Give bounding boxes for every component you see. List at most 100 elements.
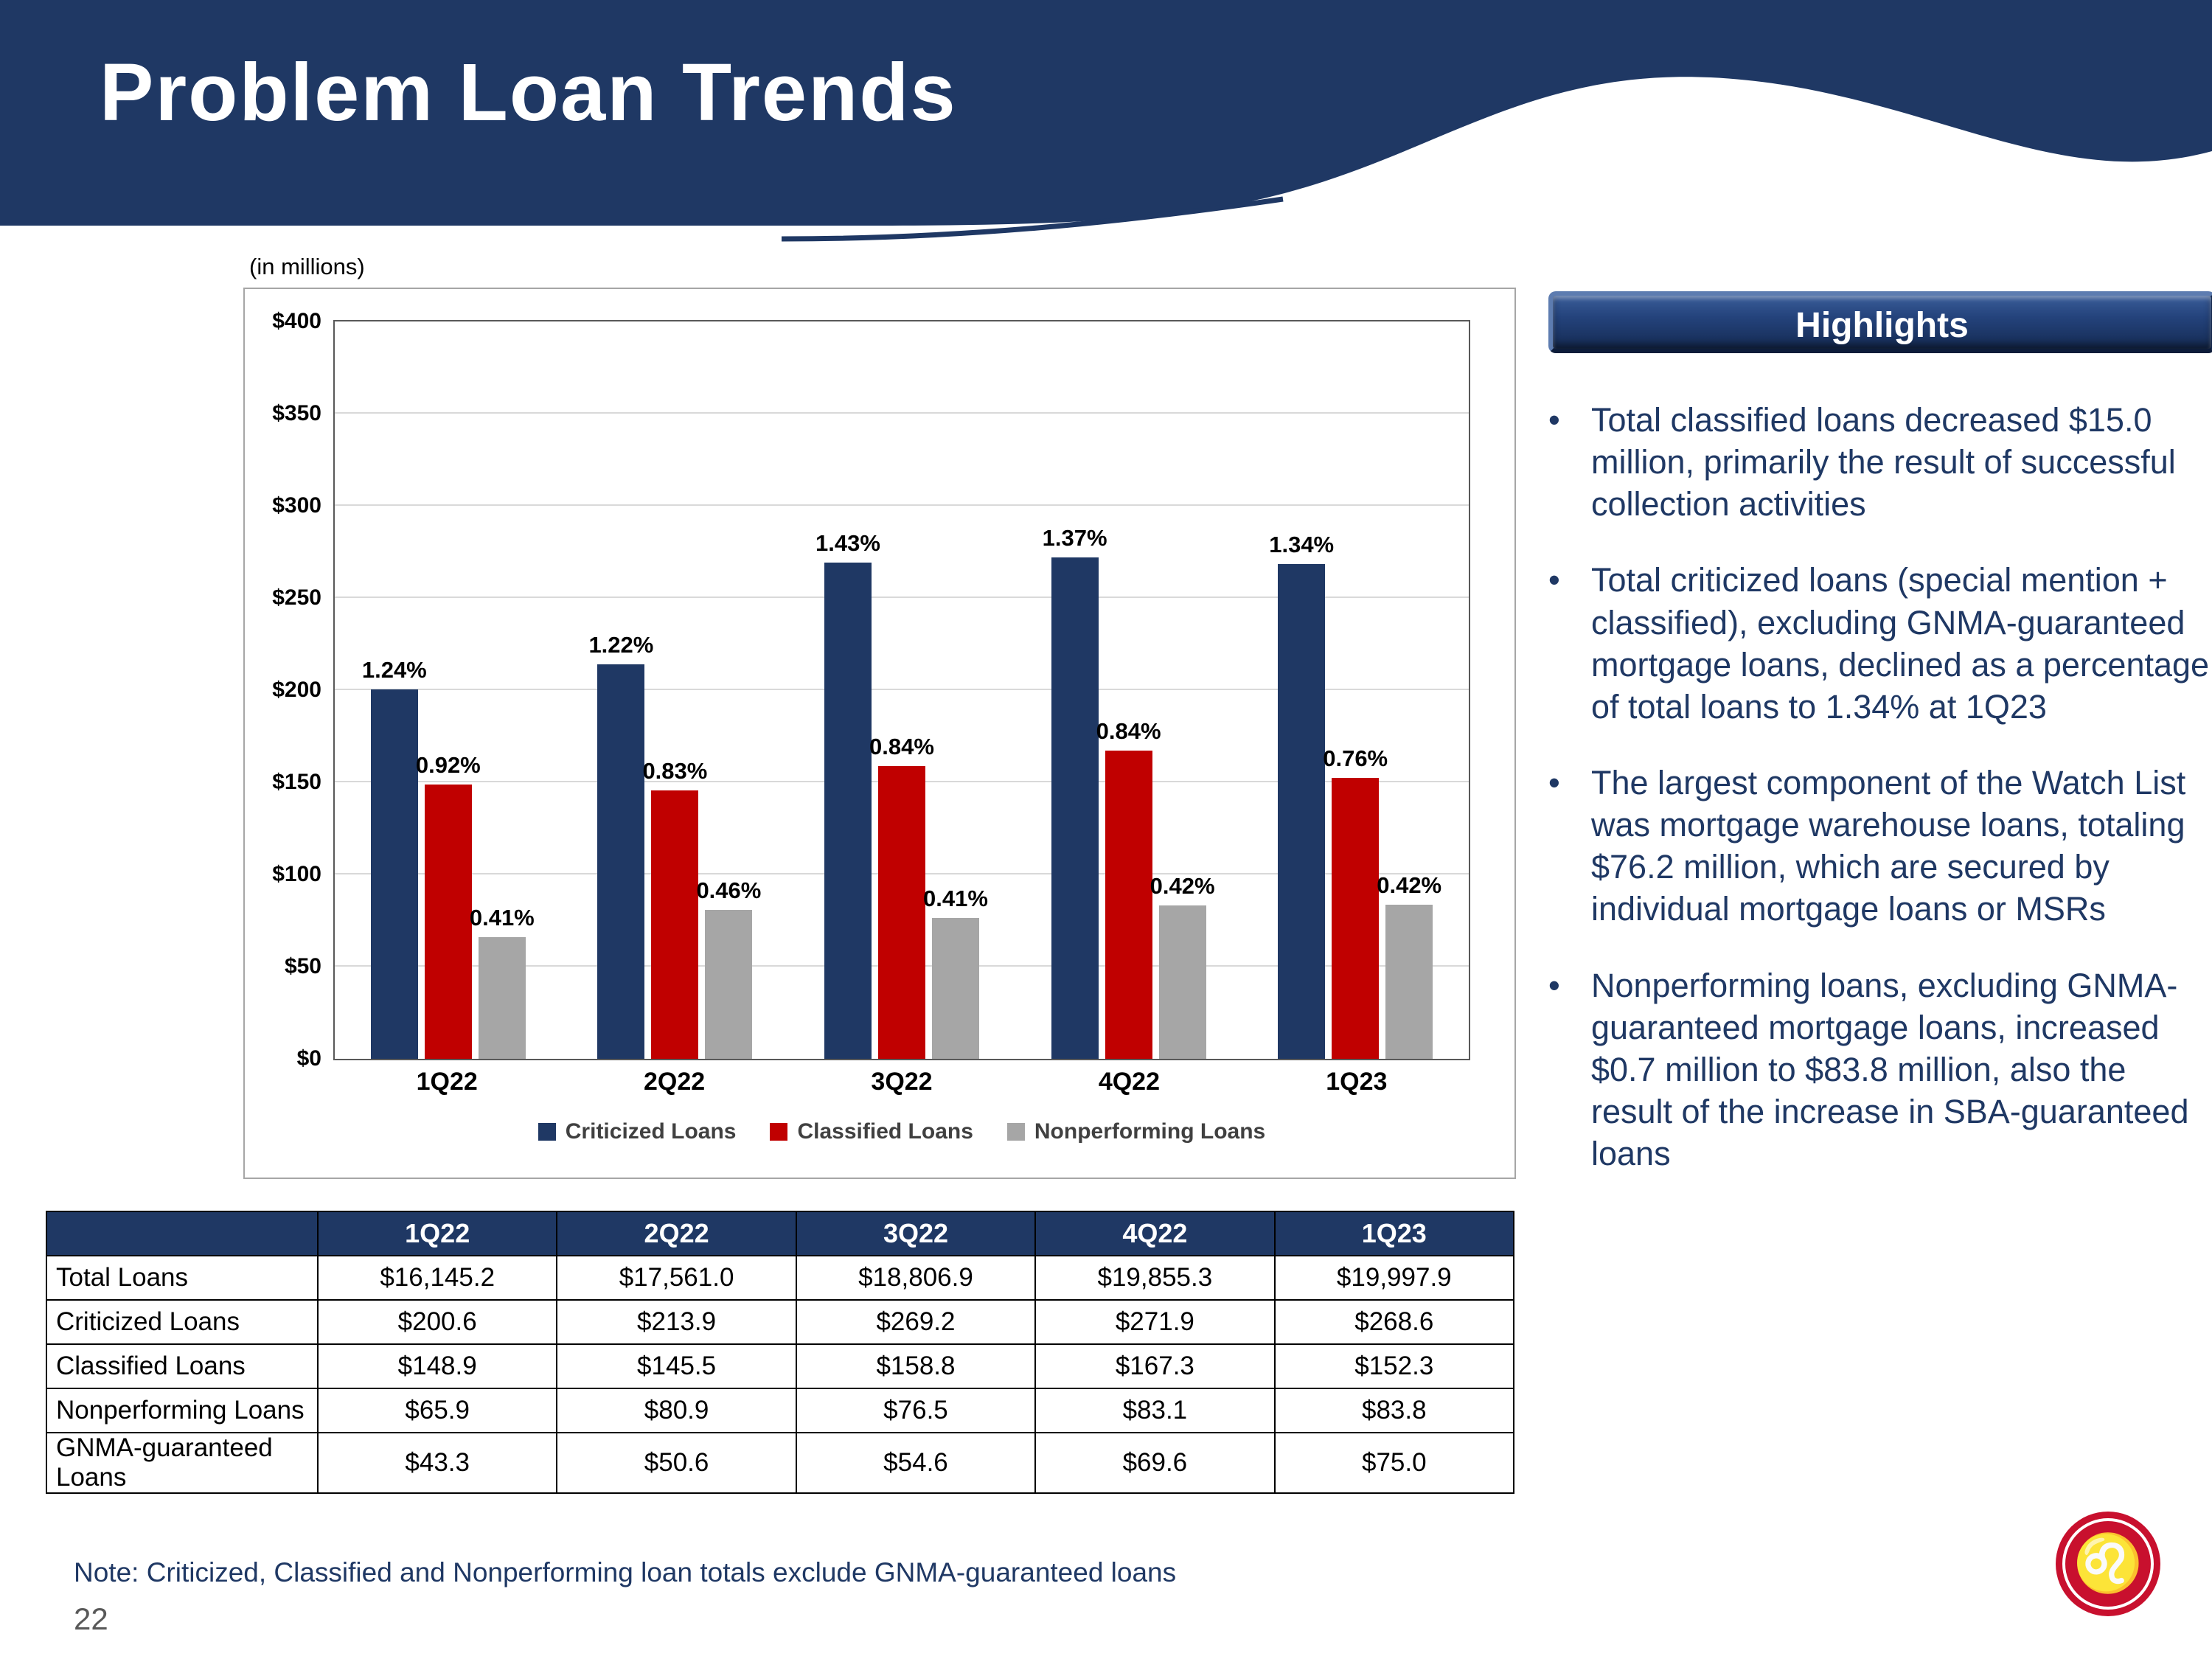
chart-legend: Criticized Loans Classified Loans Nonperfo… xyxy=(333,1119,1470,1144)
percent-label: 0.92% xyxy=(415,751,481,778)
table-cell: $19,997.9 xyxy=(1273,1255,1515,1301)
y-axis-tick-label: $400 xyxy=(272,309,321,333)
bar-chart: $0 $50 $100 $150 $200 $250 $300 $350 $400 1.24% 0.… xyxy=(243,288,1516,1179)
legend-swatch xyxy=(1006,1123,1025,1141)
x-axis-label: 4Q22 xyxy=(1098,1068,1161,1096)
bar-criticized-loans: 1.22% xyxy=(588,632,653,1059)
table-header-cell xyxy=(46,1211,319,1256)
y-axis-tick-label: $0 xyxy=(296,1046,321,1071)
gridline xyxy=(335,597,1469,598)
y-axis-tick-label: $150 xyxy=(272,770,321,794)
highlight-bullet: • Total classified loans decreased $15.0 … xyxy=(1548,399,2212,525)
legend-label: Nonperforming Loans xyxy=(1034,1119,1266,1144)
bar-criticized-loans: 1.37% xyxy=(1043,525,1107,1059)
table-cell: $148.9 xyxy=(316,1343,558,1389)
bar-group-3q22: 1.43% 0.84% 0.41% xyxy=(788,321,1015,1059)
table-row: Nonperforming Loans $65.9 $80.9 $76.5 $83.1 $… xyxy=(46,1388,1515,1433)
highlight-bullet: • Nonperforming loans, excluding GNMA-gua… xyxy=(1548,964,2212,1175)
footnote: Note: Criticized, Classified and Nonperf… xyxy=(74,1557,1177,1587)
bar-classified-loans: 0.84% xyxy=(869,734,934,1059)
table-cell: $50.6 xyxy=(556,1432,797,1494)
percent-label: 1.22% xyxy=(588,632,654,658)
bar-nonperforming-loans: 0.46% xyxy=(696,877,761,1059)
table-header-cell: 1Q22 xyxy=(316,1211,558,1256)
percent-label: 0.46% xyxy=(696,877,762,903)
bullet-dot: • xyxy=(1548,401,1560,439)
table-cell: $269.2 xyxy=(795,1299,1037,1345)
table-row: Classified Loans $148.9 $145.5 $158.8 $167.3… xyxy=(46,1343,1515,1389)
table-cell: $83.8 xyxy=(1273,1388,1515,1433)
bullet-text: Nonperforming loans, excluding GNMA-guar… xyxy=(1591,966,2189,1173)
y-axis-tick-label: $50 xyxy=(284,954,321,978)
bullet-text: Total classified loans decreased $15.0 m… xyxy=(1591,401,2176,524)
x-axis-label: 3Q22 xyxy=(871,1068,933,1096)
bar-classified-loans: 0.84% xyxy=(1096,718,1161,1059)
chart-caption: (in millions) xyxy=(249,254,365,279)
plot-area: $0 $50 $100 $150 $200 $250 $300 $350 $400 1.24% 0.… xyxy=(272,310,1470,1070)
bullet-dot: • xyxy=(1548,561,1560,599)
bar-nonperforming-loans: 0.42% xyxy=(1377,872,1441,1059)
table-cell: $200.6 xyxy=(316,1299,558,1345)
table-cell: $83.1 xyxy=(1034,1388,1276,1433)
table-header-cell: 2Q22 xyxy=(556,1211,797,1256)
table-cell: $43.3 xyxy=(316,1432,558,1494)
gridline xyxy=(335,689,1469,690)
table-row-label: GNMA-guaranteed Loans xyxy=(46,1432,319,1494)
y-axis-tick-label: $100 xyxy=(272,862,321,886)
percent-label: 0.83% xyxy=(642,758,708,785)
table-cell: $213.9 xyxy=(556,1299,797,1345)
table-row-label: Criticized Loans xyxy=(46,1299,319,1345)
data-table: 1Q22 2Q22 3Q22 4Q22 1Q23 Total Loans $16,145.2… xyxy=(46,1211,1515,1494)
gridline xyxy=(335,504,1469,506)
table-cell: $54.6 xyxy=(795,1432,1037,1494)
y-axis-tick-label: $250 xyxy=(272,585,321,610)
legend-item-nonperforming-loans: Nonperforming Loans xyxy=(1006,1119,1266,1144)
y-axis-tick-label: $350 xyxy=(272,401,321,425)
table-header-cell: 4Q22 xyxy=(1034,1211,1276,1256)
bar-nonperforming-loans: 0.41% xyxy=(923,886,988,1059)
bullet-dot: • xyxy=(1548,763,1560,801)
highlight-bullet: • Total criticized loans (special mention… xyxy=(1548,559,2212,728)
percent-label: 0.42% xyxy=(1377,872,1442,898)
bullet-text: The largest component of the Watch List … xyxy=(1591,763,2186,928)
x-axis-label: 1Q23 xyxy=(1326,1068,1388,1096)
table-cell: $69.6 xyxy=(1034,1432,1276,1494)
page-title: Problem Loan Trends xyxy=(100,47,957,138)
bar-classified-loans: 0.92% xyxy=(416,752,481,1059)
table-cell: $152.3 xyxy=(1273,1343,1515,1389)
bar-group-2q22: 1.22% 0.83% 0.46% xyxy=(562,321,789,1059)
percent-label: 0.42% xyxy=(1150,873,1215,900)
percent-label: 0.76% xyxy=(1323,745,1388,772)
table-cell: $80.9 xyxy=(556,1388,797,1433)
highlight-bullet: • The largest component of the Watch List… xyxy=(1548,762,2212,931)
x-axis-label: 2Q22 xyxy=(644,1068,706,1096)
bar-groups: 1.24% 0.92% 0.41% 1.22% 0.83% 0.46% 1.43% 0.84%… xyxy=(335,321,1469,1059)
table-row: Criticized Loans $200.6 $213.9 $269.2 $271.9… xyxy=(46,1299,1515,1345)
percent-label: 0.84% xyxy=(1096,717,1161,744)
table-cell: $18,806.9 xyxy=(795,1255,1037,1301)
bar-group-1q23: 1.34% 0.76% 0.42% xyxy=(1242,321,1469,1059)
bar-nonperforming-loans: 0.41% xyxy=(470,905,535,1059)
y-axis-tick-label: $300 xyxy=(272,493,321,518)
table-cell: $75.0 xyxy=(1273,1432,1515,1494)
table-cell: $16,145.2 xyxy=(316,1255,558,1301)
percent-label: 0.84% xyxy=(869,734,934,759)
table-row-label: Nonperforming Loans xyxy=(46,1388,319,1433)
table-cell: $158.8 xyxy=(795,1343,1037,1389)
bar-classified-loans: 0.76% xyxy=(1323,745,1388,1059)
y-axis-tick-label: $200 xyxy=(272,678,321,702)
gridline xyxy=(335,412,1469,414)
bar-nonperforming-loans: 0.42% xyxy=(1150,873,1215,1059)
bar-criticized-loans: 1.34% xyxy=(1269,532,1334,1059)
bullet-dot: • xyxy=(1548,966,1560,1004)
table-row: Total Loans $16,145.2 $17,561.0 $18,806.9 $1… xyxy=(46,1255,1515,1301)
table-row-label: Total Loans xyxy=(46,1255,319,1301)
bullet-text: Total criticized loans (special mention … xyxy=(1591,561,2210,726)
table-cell: $65.9 xyxy=(316,1388,558,1433)
percent-label: 1.43% xyxy=(815,530,880,556)
legend-item-criticized-loans: Criticized Loans xyxy=(538,1119,736,1144)
bar-classified-loans: 0.83% xyxy=(642,758,707,1059)
percent-label: 0.41% xyxy=(923,885,988,911)
percent-label: 0.41% xyxy=(469,905,535,931)
bar-group-4q22: 1.37% 0.84% 0.42% xyxy=(1015,321,1242,1059)
